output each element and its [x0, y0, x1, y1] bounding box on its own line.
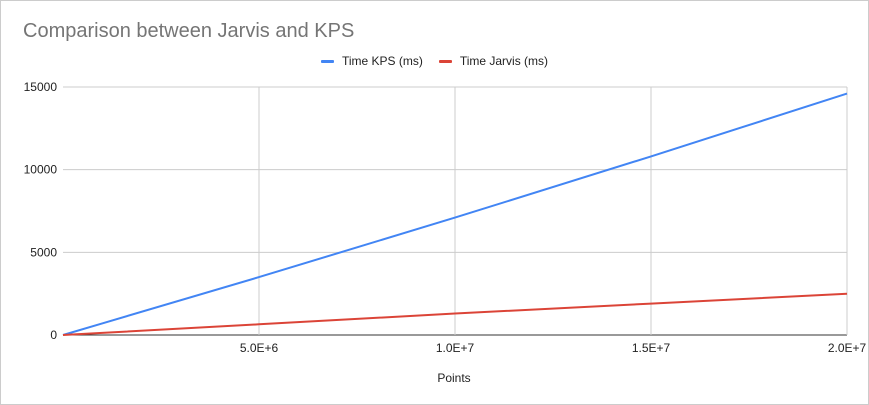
- grid-lines: [63, 86, 848, 336]
- series-line-kps[interactable]: [62, 92, 848, 336]
- chart-legend: Time KPS (ms) Time Jarvis (ms): [1, 54, 868, 68]
- series-line-jarvis[interactable]: [62, 292, 848, 336]
- series-lines: [62, 92, 848, 336]
- x-axis-label: Points: [437, 371, 470, 385]
- x-tick-labels: 5.0E+6 1.0E+7 1.5E+7 2.0E+7: [240, 341, 867, 355]
- y-tick-label: 15000: [24, 80, 58, 94]
- x-tick-label: 1.0E+7: [436, 341, 475, 355]
- y-tick-label: 5000: [30, 245, 57, 259]
- y-tick-label: 0: [50, 328, 57, 342]
- legend-label-jarvis: Time Jarvis (ms): [459, 54, 549, 68]
- legend-item-kps[interactable]: Time KPS (ms): [320, 54, 423, 68]
- chart-title: Comparison between Jarvis and KPS: [23, 20, 355, 42]
- legend-label-kps: Time KPS (ms): [341, 54, 423, 68]
- y-tick-label: 10000: [24, 163, 58, 177]
- x-tick-label: 2.0E+7: [828, 341, 867, 355]
- x-tick-label: 1.5E+7: [632, 341, 671, 355]
- legend-swatch-jarvis: [438, 59, 452, 63]
- y-tick-labels: 0 5000 10000 15000: [24, 80, 58, 342]
- legend-swatch-kps: [320, 59, 334, 63]
- x-tick-label: 5.0E+6: [240, 341, 279, 355]
- legend-item-jarvis[interactable]: Time Jarvis (ms): [438, 54, 549, 68]
